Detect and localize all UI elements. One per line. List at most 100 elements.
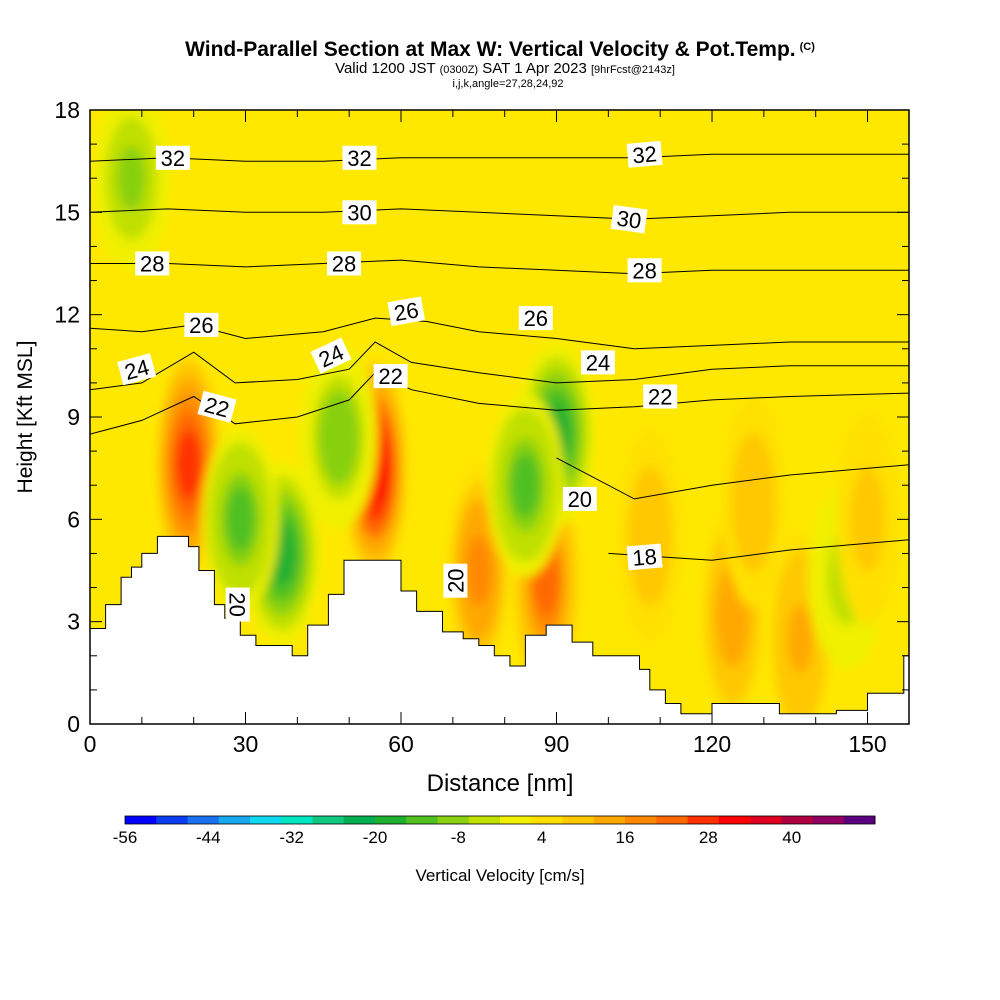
colorbar-swatch [531,816,563,824]
colorbar-swatch [687,816,720,824]
contour-label-box [225,587,250,622]
x-tick-label: 120 [693,731,731,757]
colorbar-swatch [750,816,782,824]
contour-label-box [373,364,408,389]
contour-label-box [610,204,648,234]
contour-label-28: 28 [135,251,170,277]
contour-label-30: 30 [610,204,648,234]
colorbar-swatch [343,816,376,824]
velocity-cell-10 [201,427,280,612]
contour-label-20: 20 [443,563,468,598]
contour-label-32: 32 [342,145,377,171]
chart-title: Wind-Parallel Section at Max W: Vertical… [0,36,1000,61]
chart-subtitle: Valid 1200 JST (0300Z) SAT 1 Apr 2023 [9… [10,61,1000,78]
colorbar-swatch [812,816,845,824]
contour-label-24: 24 [117,353,157,386]
contour-label-box [155,145,190,170]
chart-title-block: Wind-Parallel Section at Max W: Vertical… [0,36,1000,91]
x-tick-label: 90 [544,731,570,757]
contour-label-text: 30 [615,206,643,234]
contour-label-box [327,251,361,276]
contour-label-26: 26 [387,296,426,326]
contour-label-box [197,390,237,423]
velocity-band [176,429,201,500]
colorbar-tick-label: 28 [699,828,718,847]
y-tick-label: 15 [54,199,80,225]
contour-label-22: 22 [197,390,237,423]
contour-label-22: 22 [373,364,408,389]
velocity-band [855,484,880,555]
velocity-cell-8 [486,393,565,578]
contour-label-box [342,200,377,225]
isentrope-24 [90,341,909,391]
contour-label-text: 20 [443,568,468,592]
contour-label-22: 22 [643,384,678,410]
contour-label-32: 32 [155,145,190,171]
x-tick-label: 0 [84,731,97,757]
contour-label-20: 20 [562,486,597,512]
velocity-band [787,603,813,674]
colorbar-swatch [562,816,595,824]
contour-label-box [626,140,663,168]
colorbar-swatch [656,816,688,824]
y-tick-label: 6 [67,506,80,532]
colorbar-frame [124,815,876,825]
contour-label-30: 30 [342,200,377,225]
title-main: Wind-Parallel Section at Max W: Vertical… [185,38,796,61]
velocity-band [720,580,746,650]
isentrope-28 [90,259,909,275]
contour-label-box [310,337,352,374]
y-tick-label: 9 [67,404,80,430]
colorbar-swatch [625,816,657,824]
colorbar-tick-label: 16 [616,828,635,847]
velocity-cell-6 [618,430,681,643]
contour-label-box [581,350,615,375]
contour-label-26: 26 [518,306,553,331]
colorbar-swatch [187,816,220,824]
contour-label-text: 28 [332,252,356,277]
contour-label-text: 32 [161,146,185,171]
x-tick-label: 30 [233,731,259,757]
y-tick-label: 0 [67,711,80,737]
colorbar-swatch [375,816,407,824]
contour-label-text: 18 [631,544,658,571]
colorbar-tick-label: -56 [113,828,138,847]
velocity-band [324,405,353,470]
x-tick-label: 150 [848,731,886,757]
colorbar-swatch [406,816,438,824]
contour-label-text: 20 [225,592,250,616]
contour-label-32: 32 [626,140,663,168]
velocity-band [226,487,255,552]
velocity-cell-11 [299,345,378,530]
contour-label-28: 28 [627,258,662,283]
velocity-cell-14 [722,396,785,609]
contour-label-text: 26 [524,306,548,331]
colorbar-swatch [218,816,251,824]
velocity-band [466,535,492,606]
colorbar-tick-label: -8 [451,828,466,847]
colorbar-swatch [281,816,313,824]
contour-label-24: 24 [581,350,615,375]
isentrope-20 [556,457,909,500]
contour-label-box [443,563,468,598]
contour-label-box [184,312,219,337]
colorbar-label: Vertical Velocity [cm/s] [415,866,584,885]
y-tick-label: 18 [54,97,80,123]
title-copyright: (C) [799,41,815,53]
colorbar-tick-label: 4 [537,828,546,847]
contour-label-text: 22 [378,364,402,389]
contour-label-20: 20 [225,587,250,622]
contour-label-text: 28 [632,258,656,283]
colorbar-swatch [843,816,876,824]
isentrope-30 [90,208,909,220]
terrain [90,535,909,724]
contour-label-box [627,258,662,283]
contour-label-text: 26 [392,297,420,326]
forecast-info: [9hrFcst@2143z] [590,64,675,76]
valid-time: Valid 1200 JST [335,60,436,77]
colorbar-swatch [500,816,532,824]
contour-label-box [643,384,678,409]
